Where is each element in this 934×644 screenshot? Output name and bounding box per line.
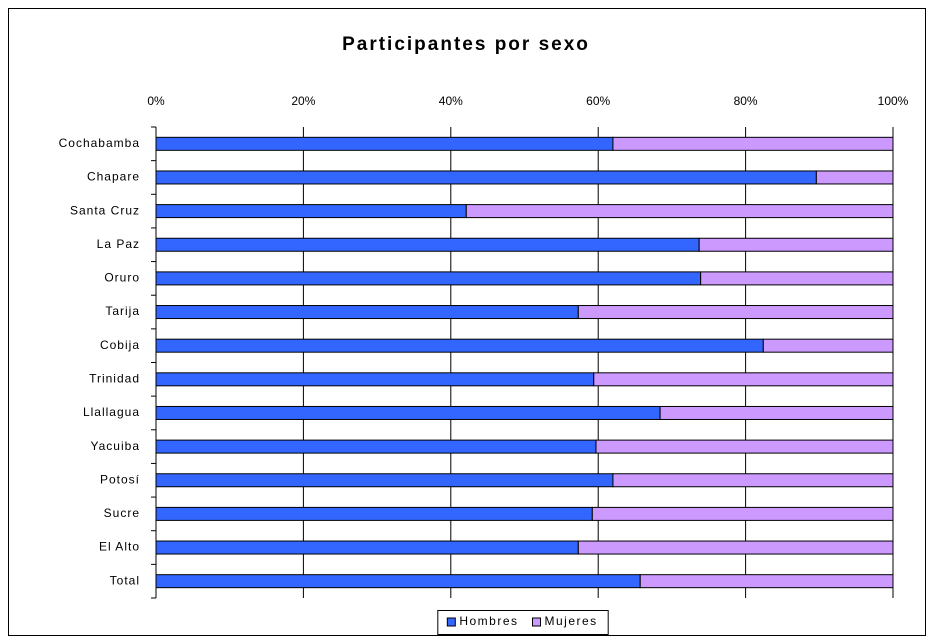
bar-segment [815,170,894,185]
x-tick-label: 40% [439,94,463,108]
bar-segment [612,136,894,151]
bar-segment [465,204,894,219]
bar-segment [155,574,641,589]
bar-segment [698,237,894,252]
bar-segment [577,540,894,555]
bar-segment [593,372,894,387]
y-tick-label: Chapare [87,170,140,184]
bar-segment [155,540,579,555]
bar-segment [155,439,597,454]
bar-segment [155,372,595,387]
y-tick-label: Sucre [104,506,140,520]
x-tick-label: 0% [147,94,165,108]
y-tick-label: La Paz [97,237,140,251]
chart-border [8,8,926,636]
bar-segment [700,271,894,286]
x-tick-label: 100% [878,94,909,108]
y-tick-label: Santa Cruz [70,203,140,217]
bar-segment [612,473,894,488]
bar-segment [577,305,894,320]
chart-title: Participantes por sexo [342,34,590,55]
bar-segment [155,338,764,353]
y-tick-label: Cochabamba [59,136,140,150]
y-tick-label: Yacuiba [91,439,140,453]
bar-segment [155,271,702,286]
bar-segment [762,338,894,353]
bar-segment [659,405,894,420]
legend: Hombres Mujeres [437,610,609,635]
bar-segment [155,405,661,420]
bar-segment [155,136,614,151]
legend-swatch [532,617,541,627]
y-tick-label: Potosí [100,472,140,486]
bar-segment [155,204,467,219]
legend-box [437,610,609,635]
bar-segment [155,506,593,521]
y-tick-label: Oruro [104,271,140,285]
legend-swatch [446,617,456,627]
y-tick-label: Trinidad [89,371,140,385]
legend-label: Mujeres [545,614,598,628]
y-tick-label: El Alto [99,540,140,554]
y-tick-label: Tarija [105,304,140,318]
y-tick-label: Total [110,573,140,587]
x-tick-label: 20% [291,94,315,108]
bar-segment [155,305,579,320]
bar-segment [595,439,894,454]
bar-segment [155,237,700,252]
x-tick-label: 60% [586,94,610,108]
bar-segment [591,506,894,521]
legend-label: Hombres [459,614,518,628]
bar-segment [155,170,817,185]
y-tick-label: Cobija [100,338,140,352]
bar-segment [639,574,894,589]
y-tick-label: Llallagua [83,405,140,419]
bar-segment [155,473,614,488]
x-tick-label: 80% [734,94,758,108]
